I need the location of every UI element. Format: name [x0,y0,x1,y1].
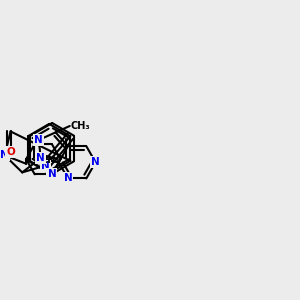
Text: N: N [34,135,43,145]
Text: N: N [64,173,72,183]
Text: CH₃: CH₃ [70,121,90,131]
Text: CH₃: CH₃ [40,155,60,165]
Text: N: N [41,160,50,171]
Text: N: N [91,157,100,167]
Text: O: O [6,147,15,157]
Text: N: N [47,169,56,179]
Text: N: N [0,150,9,160]
Text: N: N [36,153,45,164]
